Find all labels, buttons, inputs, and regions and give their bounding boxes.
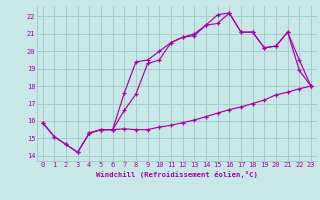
X-axis label: Windchill (Refroidissement éolien,°C): Windchill (Refroidissement éolien,°C) (96, 171, 258, 178)
